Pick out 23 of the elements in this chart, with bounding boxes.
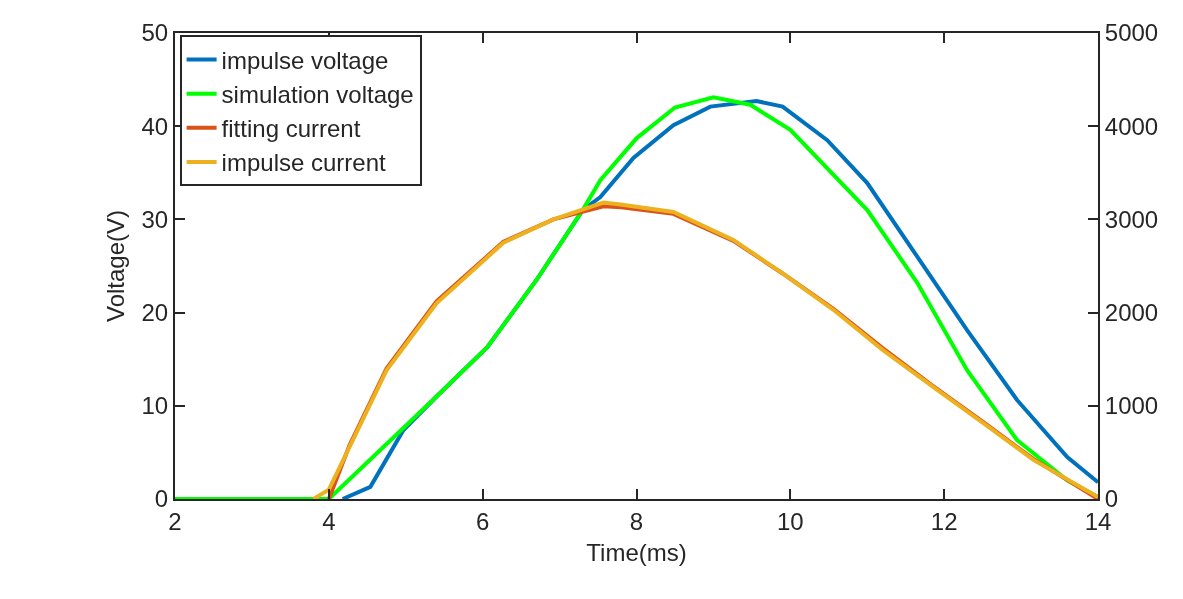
x-axis-title: Time(ms)	[586, 538, 687, 566]
y2-tick-label: 5000	[1104, 19, 1159, 47]
legend-label: fitting current	[221, 115, 361, 143]
x-tick-label: 6	[475, 507, 490, 535]
x-tick-label: 8	[629, 507, 644, 535]
y-tick-label: 0	[154, 485, 169, 513]
x-tick-label: 12	[930, 507, 958, 535]
x-tick-label: 4	[322, 507, 336, 535]
y2-tick-label: 1000	[1104, 392, 1159, 420]
y-tick-label: 50	[141, 19, 169, 47]
y-axis-title: Voltage(V)	[102, 209, 130, 323]
y-tick-label: 20	[141, 299, 169, 326]
y2-tick-label: 4000	[1104, 112, 1159, 140]
x-tick-label: 10	[776, 507, 804, 535]
legend-label: impulse voltage	[221, 46, 389, 74]
y-tick-label: 40	[141, 112, 169, 140]
y2-tick-label: 3000	[1104, 205, 1159, 233]
x-tick-label: 2	[168, 507, 182, 535]
legend-label: impulse current	[221, 149, 387, 177]
legend-label: simulation voltage	[221, 80, 414, 108]
y-tick-label: 30	[141, 205, 169, 233]
y-tick-label: 10	[141, 392, 169, 420]
y2-tick-label: 2000	[1104, 299, 1159, 326]
